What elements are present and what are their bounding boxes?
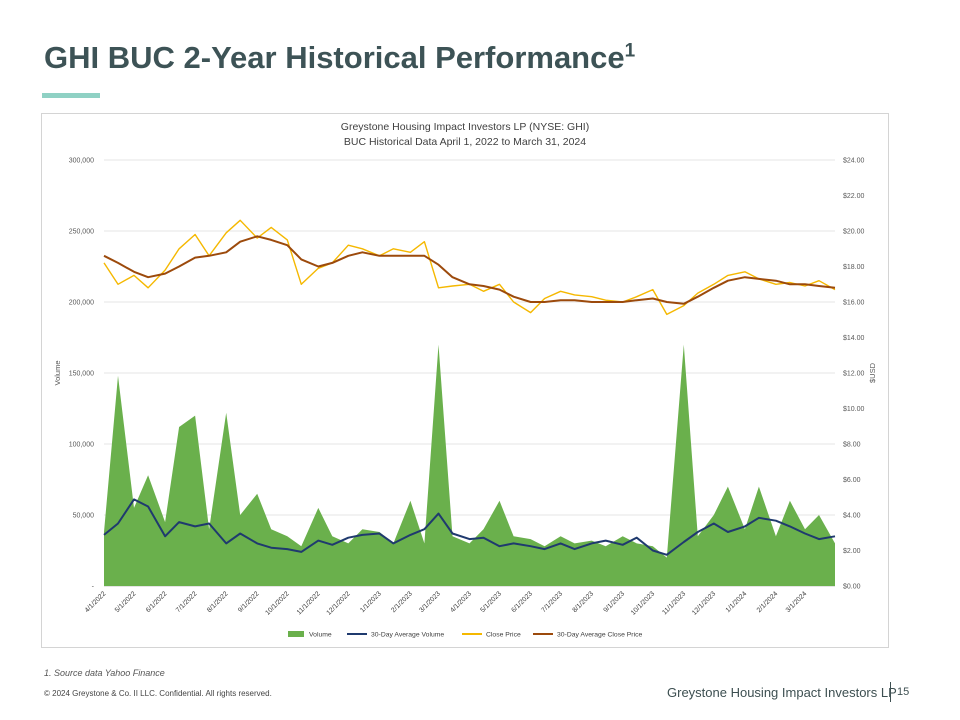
legend-label: 30-Day Average Volume [371,632,444,639]
x-tick-label: 9/1/2022 [237,590,261,614]
footnote: 1. Source data Yahoo Finance [44,668,165,678]
y-left-axis-title: Volume [53,360,62,385]
footer-divider [890,682,891,702]
y-right-tick-label: $0.00 [843,584,861,591]
x-tick-label: 2/1/2024 [756,590,780,614]
page-title-text: GHI BUC 2-Year Historical Performance [44,40,625,75]
chart-subtitle: BUC Historical Data April 1, 2022 to Mar… [344,136,586,148]
footnote-marker: 1 [624,40,636,62]
y-right-tick-label: $18.00 [843,264,865,271]
x-tick-label: 1/1/2024 [725,590,749,614]
y-right-tick-label: $10.00 [843,406,865,413]
title-accent-bar [42,93,100,98]
series-30-day-average-volume-line [103,498,836,556]
x-tick-label: 3/1/2024 [785,590,809,614]
x-tick-label: 1/1/2023 [359,590,383,614]
legend-label: 30-Day Average Close Price [557,632,642,639]
y-right-tick-label: $8.00 [843,442,861,449]
x-tick-label: 6/1/2022 [145,590,169,614]
x-tick-label: 4/1/2023 [449,590,473,614]
y-left-tick-label: 300,000 [69,158,94,165]
y-left-tick-label: 250,000 [69,229,94,236]
x-tick-label: 12/1/2022 [325,590,351,616]
y-right-tick-label: $20.00 [843,229,865,236]
y-right-tick-label: $12.00 [843,371,865,378]
x-tick-label: 12/1/2023 [691,590,717,616]
chart-frame: Greystone Housing Impact Investors LP (N… [41,113,889,648]
y-right-tick-label: $22.00 [843,193,865,200]
legend-label: Close Price [486,632,521,639]
x-tick-label: 8/1/2022 [206,590,230,614]
y-right-tick-label: $24.00 [843,158,865,165]
y-left-tick-label: 50,000 [73,513,95,520]
x-tick-label: 10/1/2023 [630,590,656,616]
series-volume-area [104,344,835,586]
page-title: GHI BUC 2-Year Historical Performance1 [44,40,635,76]
x-tick-label: 11/1/2023 [661,590,687,616]
y-left-tick-label: 100,000 [69,442,94,449]
x-tick-label: 6/1/2023 [510,590,534,614]
company-name: Greystone Housing Impact Investors LP [667,685,897,700]
legend-swatch [288,631,304,637]
page-number: 15 [897,686,910,698]
x-tick-label: 3/1/2023 [418,590,442,614]
y-right-tick-label: $4.00 [843,513,861,520]
x-tick-label: 10/1/2022 [264,590,290,616]
y-right-tick-label: $16.00 [843,300,865,307]
y-right-axis-title: $USD [868,362,877,383]
series-30-day-average-close-price-line [103,235,836,305]
legend-label: Volume [309,632,332,639]
x-tick-label: 7/1/2022 [175,590,199,614]
x-tick-label: 11/1/2022 [296,590,322,616]
y-right-tick-label: $14.00 [843,335,865,342]
y-right-tick-label: $6.00 [843,477,861,484]
y-left-tick-label: 150,000 [69,371,94,378]
chart-title: Greystone Housing Impact Investors LP (N… [341,121,589,133]
y-left-tick-label: 200,000 [69,300,94,307]
x-tick-label: 7/1/2023 [540,590,564,614]
x-tick-label: 5/1/2023 [479,590,503,614]
series-close-price-line [103,219,836,316]
x-tick-label: 9/1/2023 [602,590,626,614]
x-tick-label: 8/1/2023 [571,590,595,614]
copyright: © 2024 Greystone & Co. II LLC. Confident… [44,689,272,698]
chart-svg: Greystone Housing Impact Investors LP (N… [53,121,877,639]
x-tick-label: 4/1/2022 [84,590,108,614]
x-tick-label: 2/1/2023 [390,590,414,614]
x-tick-label: 5/1/2022 [114,590,138,614]
y-right-tick-label: $2.00 [843,548,861,555]
y-left-tick-label: - [92,584,95,591]
